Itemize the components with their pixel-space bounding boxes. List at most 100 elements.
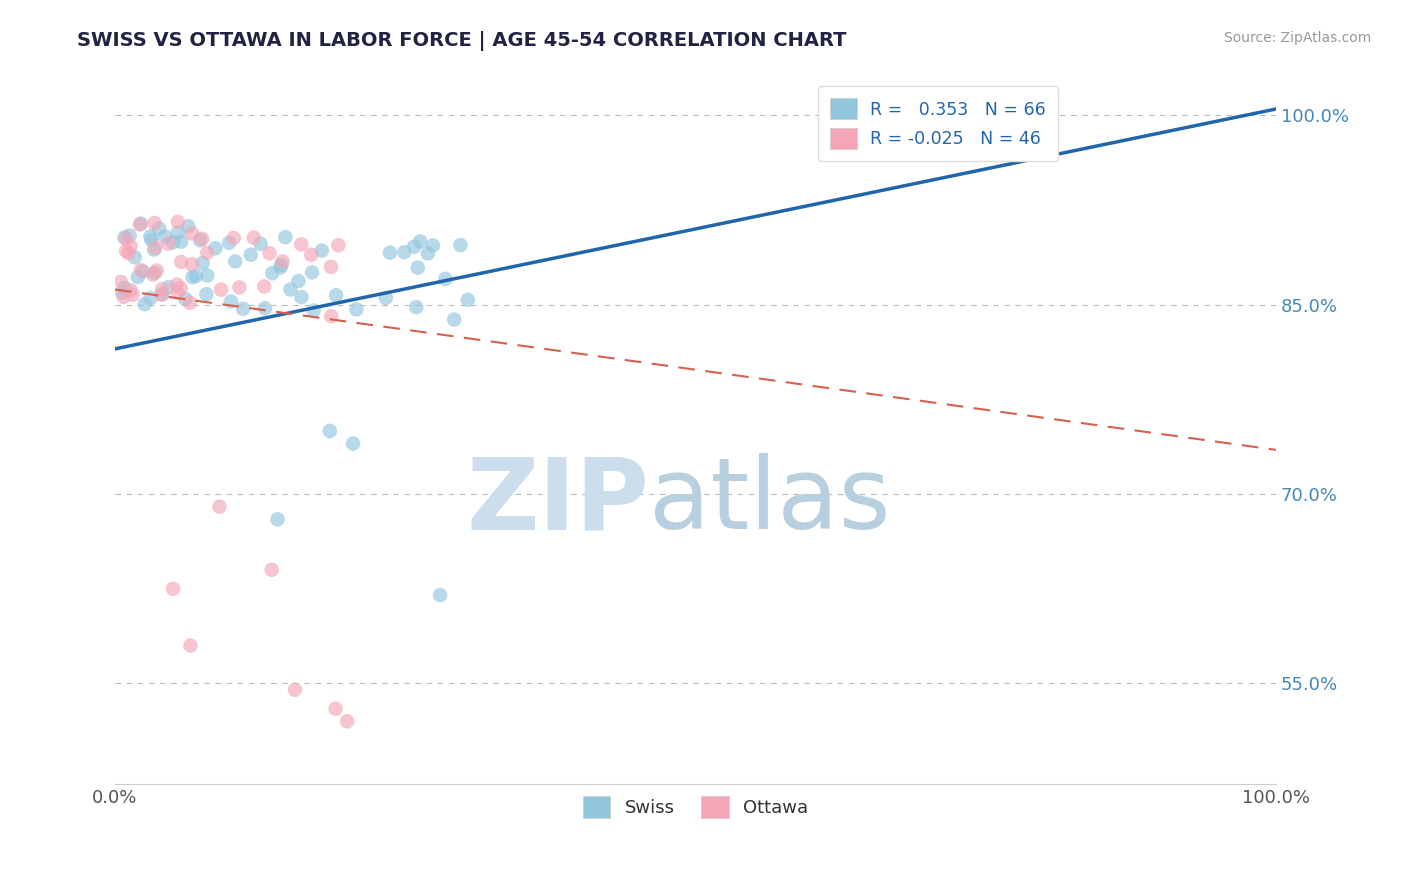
Point bbox=[346, 302, 368, 317]
Point bbox=[112, 290, 135, 304]
Point bbox=[299, 248, 322, 262]
Point bbox=[284, 682, 307, 697]
Point bbox=[111, 285, 134, 300]
Point bbox=[208, 500, 231, 514]
Point bbox=[374, 291, 396, 305]
Point bbox=[148, 221, 170, 235]
Point bbox=[118, 228, 141, 243]
Point bbox=[169, 281, 191, 295]
Point bbox=[301, 265, 323, 279]
Point bbox=[270, 258, 292, 272]
Point bbox=[222, 231, 245, 245]
Point bbox=[124, 250, 146, 264]
Point bbox=[287, 274, 309, 288]
Point bbox=[181, 227, 204, 241]
Point bbox=[274, 230, 297, 244]
Point bbox=[449, 238, 471, 252]
Point bbox=[378, 245, 401, 260]
Point bbox=[114, 230, 136, 244]
Point bbox=[409, 235, 432, 249]
Point bbox=[302, 303, 325, 318]
Point bbox=[253, 279, 276, 293]
Point bbox=[120, 284, 142, 298]
Point bbox=[166, 285, 188, 300]
Point bbox=[253, 301, 276, 316]
Point bbox=[434, 272, 457, 286]
Point bbox=[328, 238, 350, 252]
Point bbox=[219, 294, 242, 309]
Point bbox=[115, 244, 138, 258]
Point bbox=[259, 246, 281, 260]
Point bbox=[195, 268, 218, 283]
Text: ZIP: ZIP bbox=[467, 453, 650, 550]
Point bbox=[129, 263, 152, 277]
Point bbox=[406, 260, 429, 275]
Point bbox=[167, 215, 190, 229]
Point bbox=[145, 263, 167, 277]
Point bbox=[266, 512, 288, 526]
Point bbox=[115, 231, 138, 245]
Point bbox=[394, 245, 416, 260]
Point bbox=[195, 287, 218, 301]
Point bbox=[121, 287, 143, 301]
Point bbox=[249, 236, 271, 251]
Point bbox=[271, 254, 294, 268]
Point bbox=[143, 241, 166, 255]
Point bbox=[321, 309, 343, 323]
Point bbox=[139, 291, 162, 305]
Point bbox=[405, 300, 427, 314]
Point bbox=[184, 268, 207, 283]
Point bbox=[170, 255, 193, 269]
Text: Source: ZipAtlas.com: Source: ZipAtlas.com bbox=[1223, 31, 1371, 45]
Point bbox=[269, 260, 291, 275]
Point bbox=[153, 229, 176, 244]
Point bbox=[162, 582, 184, 596]
Point bbox=[191, 256, 214, 270]
Point bbox=[209, 283, 232, 297]
Point bbox=[422, 238, 444, 252]
Point bbox=[179, 295, 201, 310]
Point bbox=[143, 216, 166, 230]
Point bbox=[179, 639, 201, 653]
Point bbox=[290, 290, 312, 304]
Point bbox=[404, 239, 426, 253]
Point bbox=[218, 235, 240, 250]
Point bbox=[150, 287, 173, 301]
Point bbox=[139, 229, 162, 244]
Point bbox=[191, 232, 214, 246]
Point bbox=[150, 287, 173, 301]
Point bbox=[336, 714, 359, 729]
Point bbox=[260, 563, 283, 577]
Point bbox=[429, 588, 451, 602]
Point bbox=[239, 248, 262, 262]
Point bbox=[157, 280, 180, 294]
Point bbox=[457, 293, 479, 307]
Point bbox=[142, 268, 165, 282]
Point bbox=[166, 277, 188, 292]
Point bbox=[150, 282, 173, 296]
Point bbox=[180, 257, 202, 271]
Point bbox=[280, 283, 302, 297]
Point bbox=[262, 266, 284, 280]
Point bbox=[141, 233, 163, 247]
Point bbox=[325, 288, 347, 302]
Point bbox=[195, 245, 218, 260]
Point bbox=[128, 218, 150, 232]
Point bbox=[416, 246, 439, 260]
Point bbox=[290, 237, 312, 252]
Point bbox=[174, 292, 197, 306]
Text: atlas: atlas bbox=[650, 453, 890, 550]
Point bbox=[132, 264, 155, 278]
Point bbox=[319, 260, 342, 274]
Point bbox=[143, 243, 166, 257]
Point bbox=[118, 246, 141, 260]
Point bbox=[120, 239, 142, 253]
Point bbox=[242, 231, 264, 245]
Point bbox=[157, 236, 180, 251]
Point bbox=[232, 301, 254, 316]
Point bbox=[204, 241, 226, 255]
Legend: Swiss, Ottawa: Swiss, Ottawa bbox=[575, 789, 815, 825]
Point bbox=[319, 424, 342, 438]
Point bbox=[110, 275, 132, 289]
Point bbox=[170, 235, 193, 249]
